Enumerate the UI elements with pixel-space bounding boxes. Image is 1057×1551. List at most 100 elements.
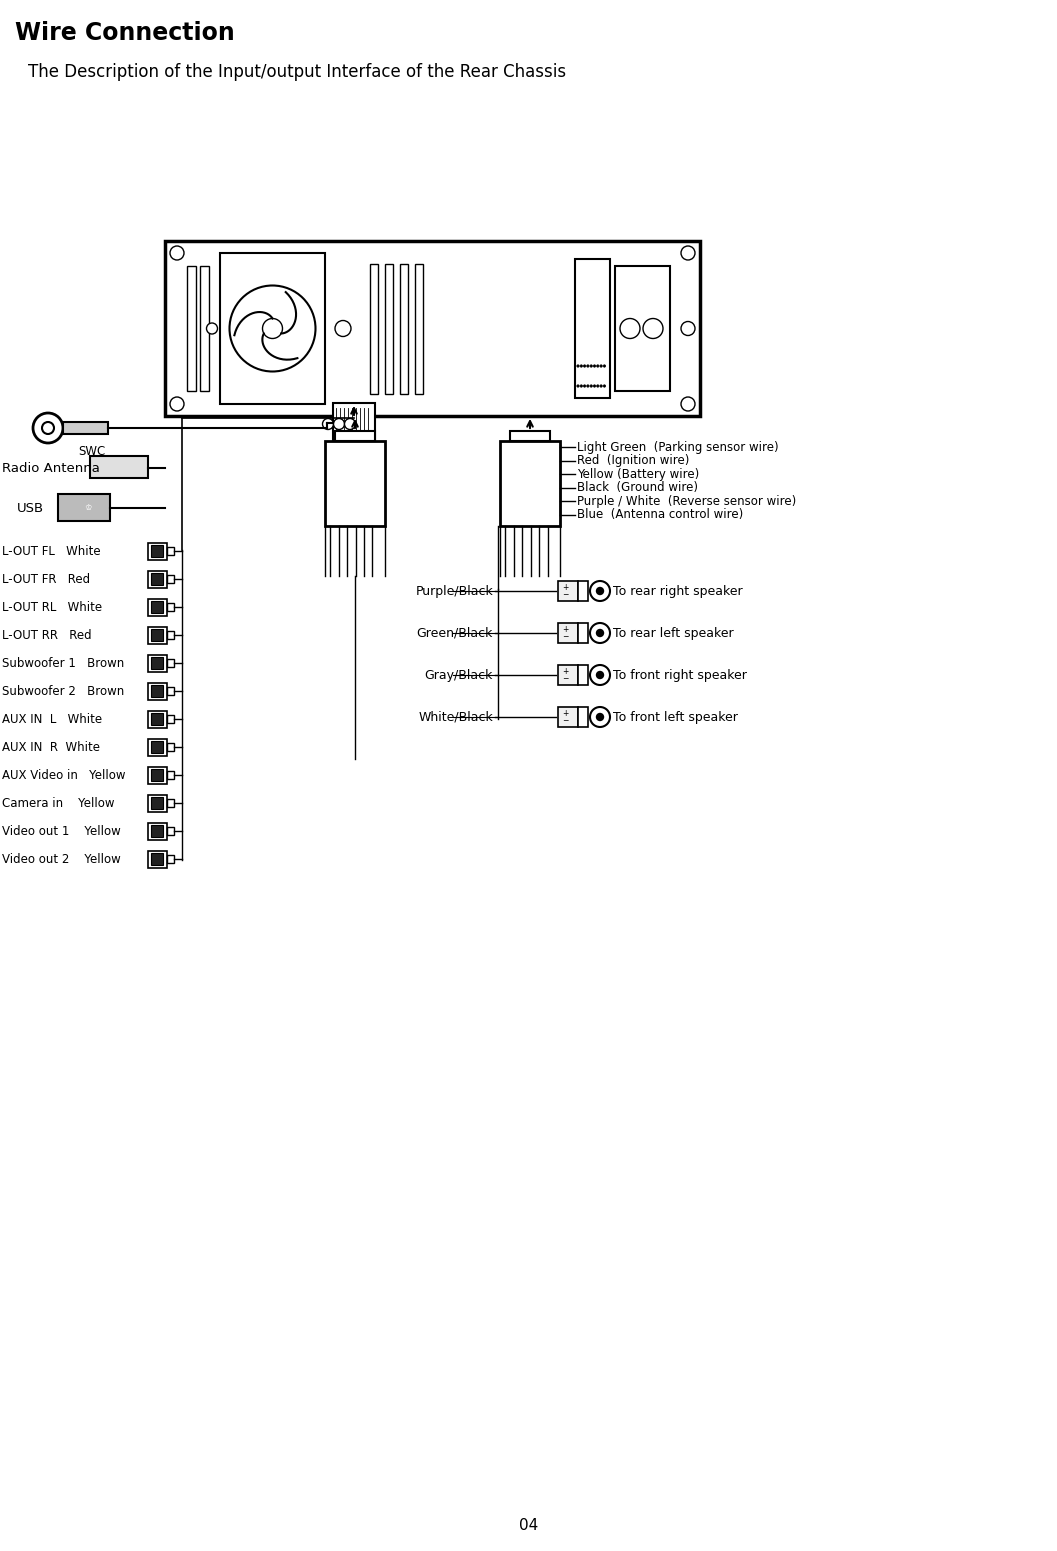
Circle shape	[620, 318, 639, 338]
FancyBboxPatch shape	[167, 771, 174, 779]
Text: The Description of the Input/output Interface of the Rear Chassis: The Description of the Input/output Inte…	[27, 64, 567, 81]
FancyBboxPatch shape	[509, 431, 550, 440]
Text: To front right speaker: To front right speaker	[613, 668, 747, 681]
Text: To rear left speaker: To rear left speaker	[613, 627, 734, 639]
FancyBboxPatch shape	[370, 264, 378, 394]
FancyBboxPatch shape	[167, 575, 174, 583]
Circle shape	[681, 397, 696, 411]
FancyBboxPatch shape	[148, 794, 167, 811]
Text: SWC: SWC	[78, 445, 106, 458]
Circle shape	[596, 672, 604, 678]
FancyBboxPatch shape	[167, 659, 174, 667]
Text: Light Green  (Parking sensor wire): Light Green (Parking sensor wire)	[577, 440, 779, 453]
FancyBboxPatch shape	[151, 825, 163, 838]
Circle shape	[345, 419, 355, 430]
FancyBboxPatch shape	[167, 687, 174, 695]
FancyBboxPatch shape	[167, 548, 174, 555]
FancyBboxPatch shape	[167, 603, 174, 611]
FancyBboxPatch shape	[167, 631, 174, 639]
FancyBboxPatch shape	[148, 738, 167, 755]
FancyBboxPatch shape	[615, 267, 670, 391]
Circle shape	[596, 385, 599, 388]
Text: −: −	[562, 717, 569, 726]
Text: +: +	[562, 625, 569, 633]
Text: Radio Antenna: Radio Antenna	[2, 462, 99, 475]
FancyBboxPatch shape	[151, 797, 163, 810]
Text: −: −	[562, 633, 569, 642]
FancyBboxPatch shape	[575, 259, 610, 399]
Text: L-OUT RL   White: L-OUT RL White	[2, 600, 103, 614]
FancyBboxPatch shape	[400, 264, 408, 394]
Text: Subwoofer 2   Brown: Subwoofer 2 Brown	[2, 684, 125, 698]
FancyBboxPatch shape	[151, 713, 163, 724]
FancyBboxPatch shape	[148, 766, 167, 783]
Circle shape	[596, 364, 599, 368]
FancyBboxPatch shape	[151, 686, 163, 696]
FancyBboxPatch shape	[558, 624, 578, 644]
Text: L-OUT FL   White: L-OUT FL White	[2, 544, 100, 557]
Text: 04: 04	[519, 1518, 538, 1534]
Circle shape	[643, 318, 663, 338]
Circle shape	[590, 665, 610, 686]
FancyBboxPatch shape	[148, 627, 167, 644]
Circle shape	[577, 385, 579, 388]
Text: +: +	[562, 709, 569, 718]
FancyBboxPatch shape	[151, 544, 163, 557]
FancyBboxPatch shape	[151, 600, 163, 613]
Text: Yellow (Battery wire): Yellow (Battery wire)	[577, 467, 700, 481]
FancyBboxPatch shape	[148, 710, 167, 727]
Circle shape	[42, 422, 54, 434]
FancyBboxPatch shape	[415, 264, 423, 394]
FancyBboxPatch shape	[151, 853, 163, 865]
Circle shape	[587, 385, 589, 388]
FancyBboxPatch shape	[324, 440, 385, 526]
Text: USB: USB	[17, 501, 44, 515]
Text: Camera in    Yellow: Camera in Yellow	[2, 797, 114, 810]
Circle shape	[206, 323, 218, 333]
Text: Red  (Ignition wire): Red (Ignition wire)	[577, 454, 689, 467]
FancyBboxPatch shape	[558, 582, 578, 600]
Circle shape	[580, 364, 582, 368]
FancyBboxPatch shape	[148, 850, 167, 867]
Text: Wire Connection: Wire Connection	[15, 22, 235, 45]
FancyBboxPatch shape	[148, 655, 167, 672]
Text: Blue  (Antenna control wire): Blue (Antenna control wire)	[577, 509, 743, 521]
Circle shape	[229, 285, 315, 372]
Circle shape	[33, 413, 63, 444]
FancyBboxPatch shape	[151, 630, 163, 641]
FancyBboxPatch shape	[63, 422, 108, 434]
Circle shape	[604, 364, 606, 368]
Circle shape	[596, 588, 604, 594]
Circle shape	[583, 364, 586, 368]
Circle shape	[334, 419, 345, 430]
Circle shape	[590, 364, 592, 368]
Circle shape	[587, 364, 589, 368]
FancyBboxPatch shape	[167, 827, 174, 834]
FancyBboxPatch shape	[167, 855, 174, 862]
FancyBboxPatch shape	[151, 769, 163, 782]
FancyBboxPatch shape	[151, 741, 163, 752]
Circle shape	[590, 385, 592, 388]
Circle shape	[593, 364, 596, 368]
Circle shape	[604, 385, 606, 388]
Text: AUX IN  L   White: AUX IN L White	[2, 712, 103, 726]
FancyBboxPatch shape	[167, 715, 174, 723]
Text: −: −	[562, 675, 569, 684]
Circle shape	[681, 321, 696, 335]
Circle shape	[600, 364, 602, 368]
FancyBboxPatch shape	[220, 253, 324, 403]
FancyBboxPatch shape	[187, 267, 196, 391]
FancyBboxPatch shape	[165, 240, 700, 416]
FancyBboxPatch shape	[148, 682, 167, 700]
FancyBboxPatch shape	[558, 665, 578, 686]
FancyBboxPatch shape	[148, 571, 167, 588]
FancyBboxPatch shape	[335, 431, 375, 440]
FancyBboxPatch shape	[558, 707, 578, 727]
Circle shape	[170, 397, 184, 411]
Circle shape	[335, 321, 351, 337]
FancyBboxPatch shape	[90, 456, 148, 478]
FancyBboxPatch shape	[167, 743, 174, 751]
FancyBboxPatch shape	[148, 599, 167, 616]
Circle shape	[590, 582, 610, 600]
Circle shape	[583, 385, 586, 388]
